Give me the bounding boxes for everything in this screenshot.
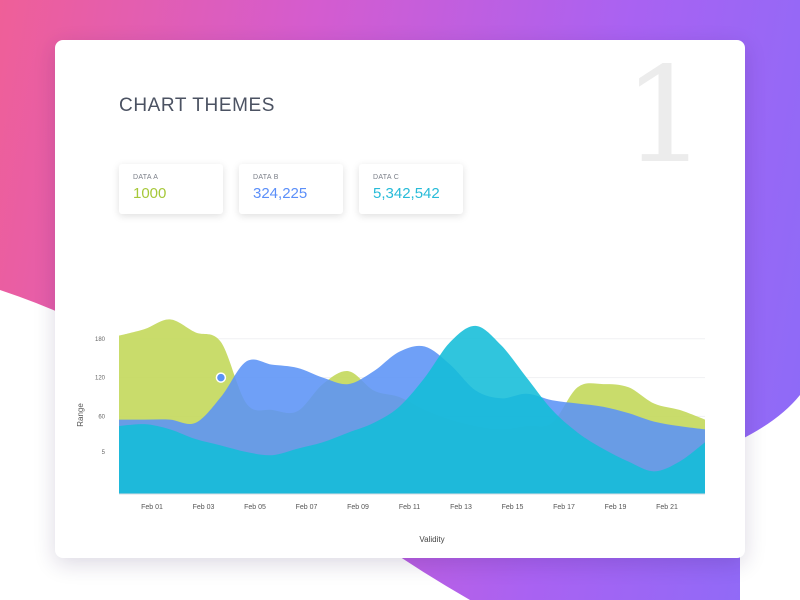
x-tick-label: Feb 13 — [450, 504, 472, 511]
x-tick-label: Feb 17 — [553, 504, 575, 511]
highlight-point[interactable] — [215, 372, 227, 383]
x-tick-label: Feb 19 — [605, 504, 627, 511]
highlight-point-layer — [215, 372, 227, 383]
chart-card: 1 CHART THEMES DATA A 1000 DATA B 324,22… — [55, 40, 745, 558]
x-tick-label: Feb 01 — [141, 504, 163, 511]
x-tick-label: Feb 05 — [244, 504, 266, 511]
y-axis-ticks: 5 60 120 180 — [95, 337, 106, 456]
x-tick-label: Feb 07 — [296, 504, 318, 511]
x-tick-label: Feb 21 — [656, 504, 678, 511]
x-tick-label: Feb 15 — [502, 504, 524, 511]
stat-value: 5,342,542 — [373, 185, 440, 202]
x-axis-ticks: Feb 01 Feb 03 Feb 05 Feb 07 Feb 09 Feb 11 Feb … — [141, 504, 678, 511]
stat-label: DATA B — [253, 174, 279, 181]
theme-number: 1 — [623, 40, 707, 193]
stat-label: DATA A — [133, 174, 159, 181]
y-tick-label: 120 — [95, 376, 106, 382]
y-tick-label: 60 — [98, 414, 105, 420]
x-tick-label: Feb 03 — [193, 504, 215, 511]
stat-card-data-b[interactable]: DATA B 324,225 — [239, 164, 343, 214]
chart-areas — [119, 319, 705, 494]
stat-value: 324,225 — [253, 185, 308, 202]
stat-card-data-a[interactable]: DATA A 1000 — [119, 164, 223, 214]
x-tick-label: Feb 09 — [347, 504, 369, 511]
area-chart: 5 60 120 180 Feb 01 Feb 03 Feb 05 Feb 07 Feb 09… — [76, 319, 705, 544]
y-tick-label: 180 — [95, 337, 106, 343]
stat-card-data-c[interactable]: DATA C 5,342,542 — [359, 164, 463, 214]
stat-value: 1000 — [133, 185, 167, 202]
y-axis-label: Range — [76, 403, 85, 427]
x-tick-label: Feb 11 — [399, 504, 420, 511]
page-title: CHART THEMES — [119, 95, 276, 116]
x-axis-label: Validity — [419, 535, 444, 544]
y-tick-label: 5 — [102, 450, 106, 456]
area-series-3[interactable] — [119, 325, 705, 494]
stat-label: DATA C — [373, 174, 400, 181]
